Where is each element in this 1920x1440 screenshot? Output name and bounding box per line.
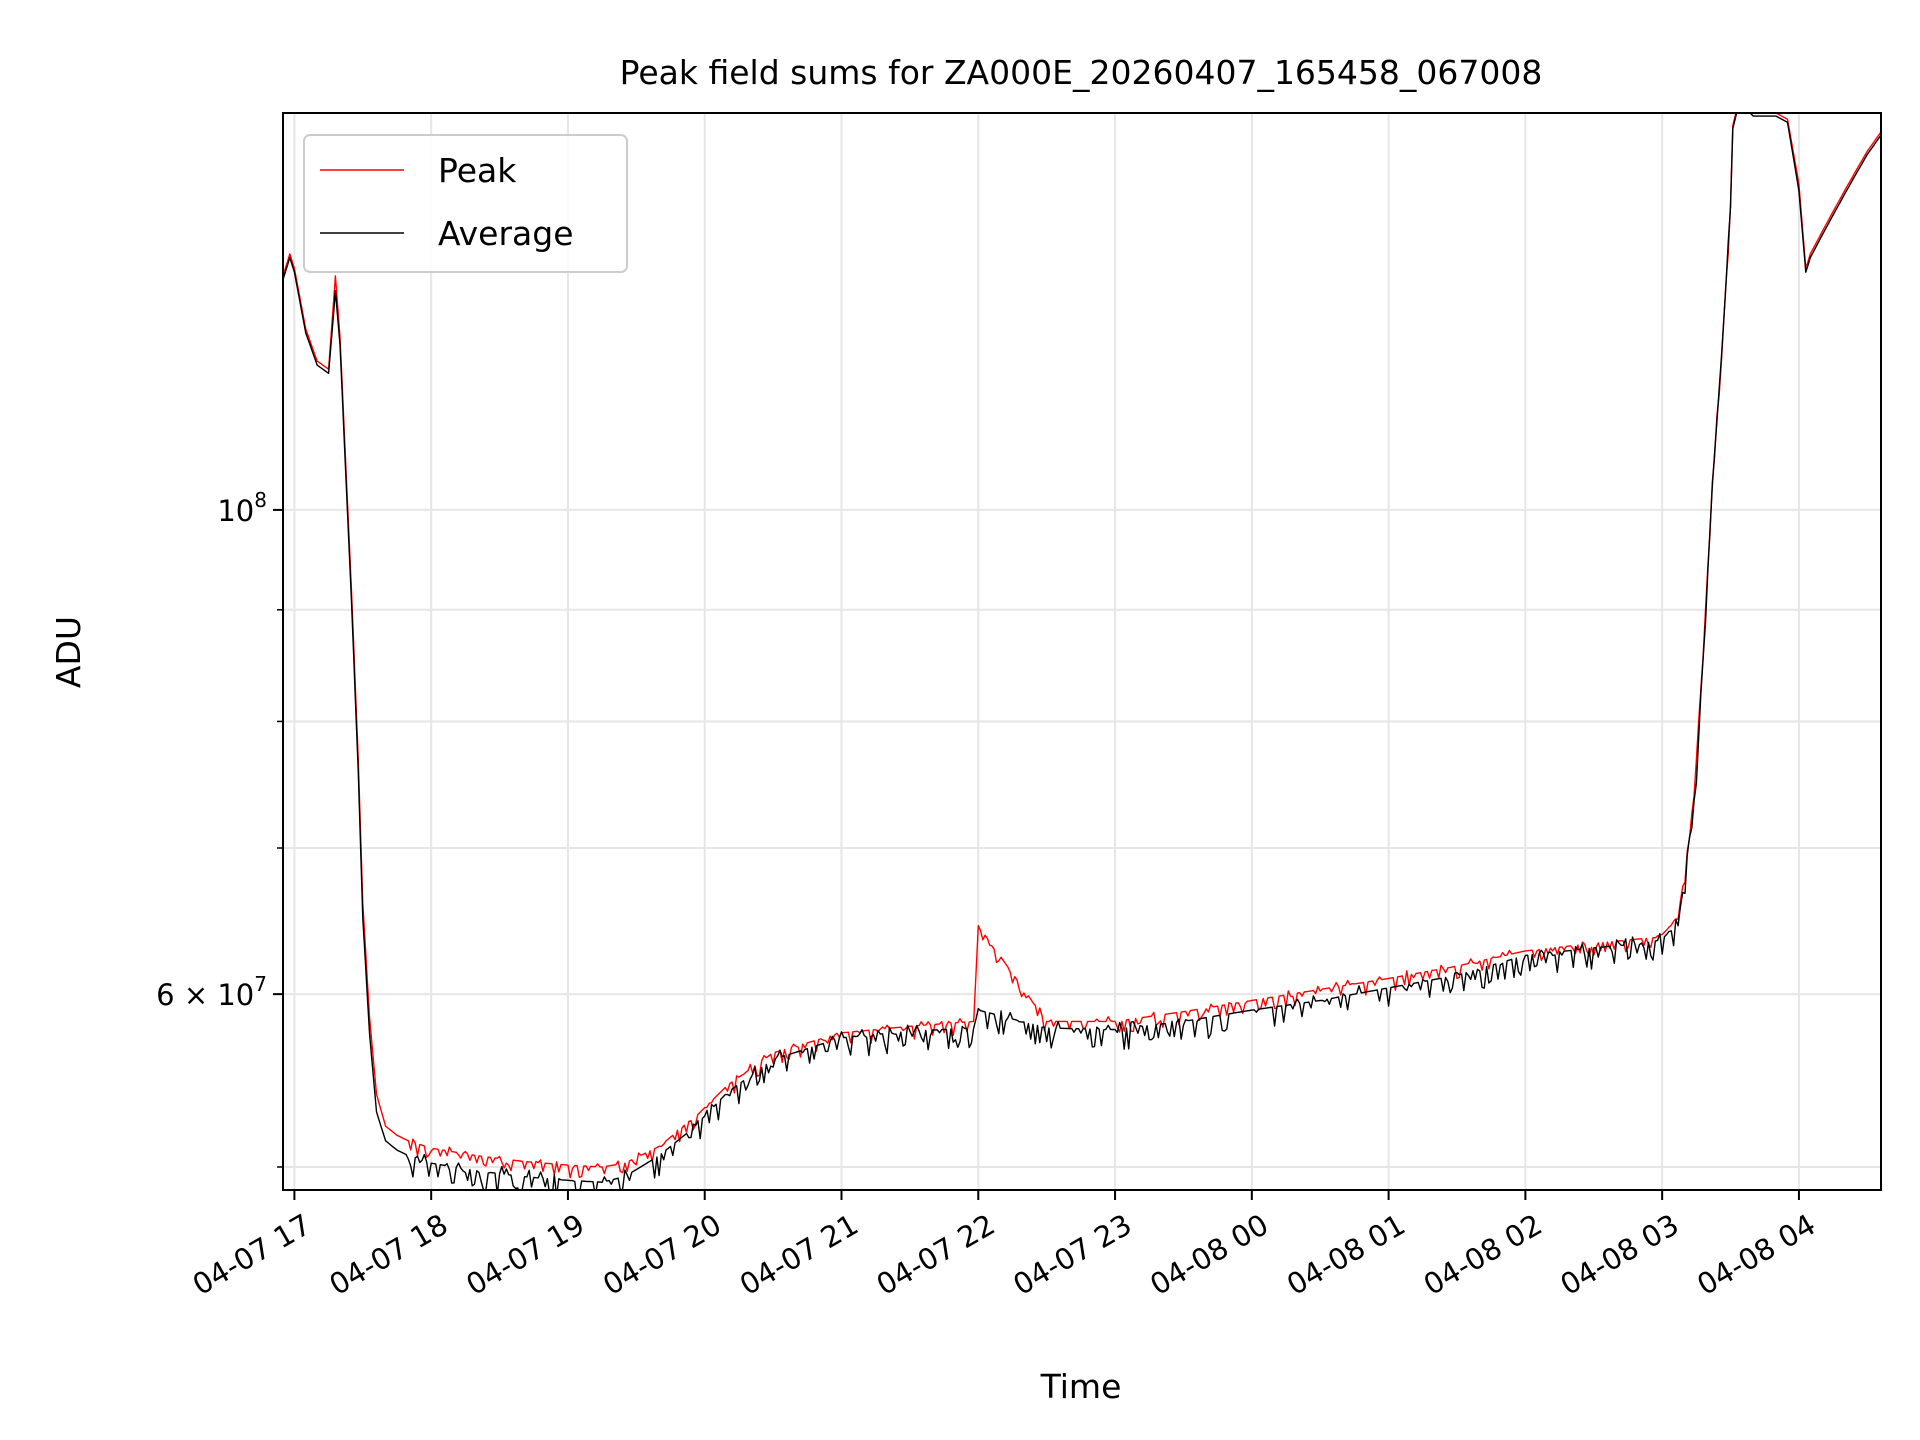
series-line-average	[283, 113, 1881, 1190]
chart-title: Peak field sums for ZA000E_20260407_1654…	[620, 53, 1543, 92]
plot-frame	[282, 112, 1882, 1191]
legend: Peak Average	[303, 134, 628, 273]
grid	[283, 113, 1881, 1190]
y-axis-label: ADU	[49, 616, 88, 688]
y-tick-label-exponent: 8	[254, 488, 267, 512]
y-tick-label-base: 10	[217, 494, 254, 528]
x-axis-label: Time	[1040, 1367, 1122, 1406]
y-tick-label-base: 6 × 10	[156, 978, 254, 1012]
legend-label-peak: Peak	[438, 151, 517, 190]
series-line-peak	[283, 113, 1881, 1179]
legend-label-average: Average	[438, 214, 574, 253]
plot-area	[283, 113, 1881, 1190]
y-axis: 6 × 107 108	[156, 488, 283, 1168]
y-tick-label: 6 × 107	[156, 972, 267, 1012]
y-tick-label: 108	[217, 488, 267, 528]
legend-box	[303, 134, 628, 273]
y-tick-label-exponent: 7	[254, 972, 267, 996]
